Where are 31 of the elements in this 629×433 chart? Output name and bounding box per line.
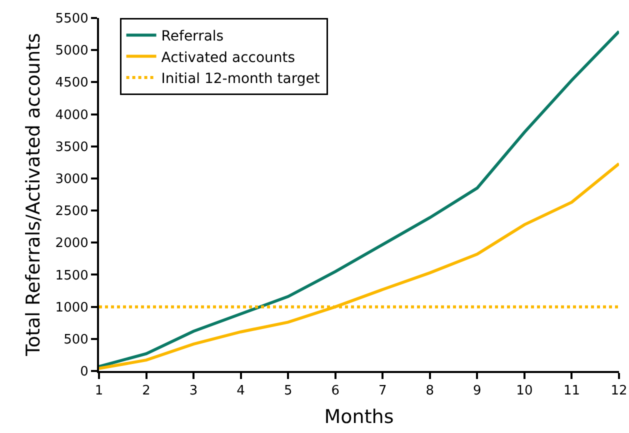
y-tick-label: 4000 (55, 108, 88, 123)
y-tick-label: 0 (80, 364, 88, 380)
x-tick-label: 6 (331, 384, 340, 399)
y-tick-label: 5500 (55, 12, 88, 27)
x-tick-label: 10 (516, 384, 533, 399)
x-tick-label: 5 (284, 384, 292, 399)
y-tick-label: 2000 (55, 236, 88, 252)
x-tick-label: 12 (610, 384, 628, 399)
x-tick-label: 1 (94, 384, 104, 399)
legend-label: Referrals (161, 28, 224, 45)
x-tick-label: 7 (378, 384, 387, 399)
y-tick-label: 3500 (55, 140, 88, 155)
line-series (99, 30, 619, 368)
line-series (99, 162, 619, 370)
y-tick-label: 4500 (55, 76, 88, 91)
x-tick-label: 2 (142, 384, 150, 399)
x-tick-label: 11 (563, 384, 580, 399)
x-tick-label: 3 (189, 384, 198, 399)
x-tick-label: 8 (426, 384, 434, 399)
x-axis-title: Months (324, 406, 394, 428)
y-tick-label: 5000 (55, 44, 88, 59)
y-tick-label: 3000 (55, 172, 88, 187)
legend-label: Activated accounts (161, 50, 296, 66)
y-axis-title: Total Referrals/Activated accounts (22, 33, 45, 357)
x-tick-label: 4 (236, 384, 245, 399)
x-tick-label: 9 (473, 384, 482, 399)
y-tick-label: 1500 (55, 268, 88, 284)
legend-label: Initial 12-month target (161, 70, 320, 87)
y-tick-label: 2500 (55, 204, 88, 220)
y-tick-label: 1000 (55, 300, 88, 316)
y-tick-label: 500 (64, 332, 88, 348)
